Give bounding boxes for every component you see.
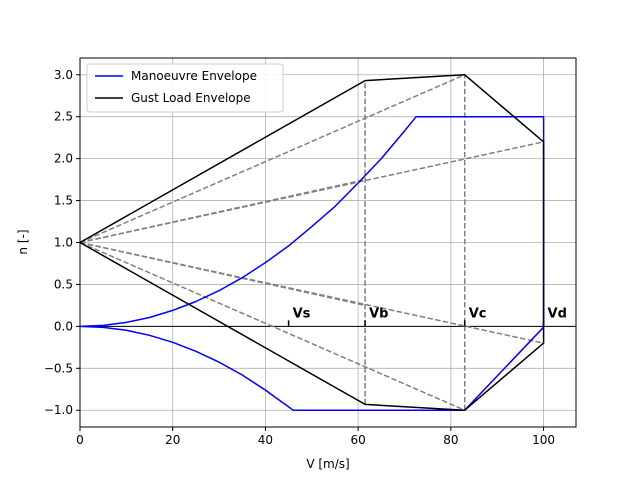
y-tick-label: 0.5 <box>54 277 73 291</box>
legend-manoeuvre-label: Manoeuvre Envelope <box>131 69 257 83</box>
gust-line <box>79 241 466 411</box>
gust-line <box>79 241 366 307</box>
y-tick-label: 3.0 <box>54 68 73 82</box>
gust-line <box>79 74 466 244</box>
y-tick-label: 1.5 <box>54 194 73 208</box>
gust-envelope-line <box>79 74 545 411</box>
y-tick-label: 1.0 <box>54 236 73 250</box>
x-tick-label: 100 <box>532 433 555 447</box>
manoeuvre-envelope-line <box>79 115 545 411</box>
x-tick-label: 0 <box>76 433 84 447</box>
speed-marker-label: Vc <box>469 306 487 321</box>
y-tick-label: 2.5 <box>54 110 73 124</box>
x-tick-label: 60 <box>350 433 365 447</box>
y-tick-label: −0.5 <box>44 361 73 375</box>
y-tick-label: 2.0 <box>54 152 73 166</box>
y-tick-label: 0.0 <box>54 319 73 333</box>
speed-marker-label: Vd <box>548 306 567 321</box>
y-axis-ticks: −1.0 −0.5 0.0 0.5 1.0 1.5 2.0 2.5 3.0 <box>44 68 80 417</box>
x-axis-label: V [m/s] <box>306 457 349 471</box>
legend-gust-label: Gust Load Envelope <box>131 91 251 105</box>
gust-line <box>79 141 544 244</box>
x-tick-label: 80 <box>443 433 458 447</box>
y-axis-label: n [-] <box>16 229 30 254</box>
x-tick-label: 40 <box>258 433 273 447</box>
x-tick-label: 20 <box>165 433 180 447</box>
legend-box <box>86 63 284 113</box>
x-axis-ticks: 0 20 40 60 80 100 <box>76 427 555 447</box>
plot-area <box>79 74 576 411</box>
speed-markers: Vs Vb Vc Vd <box>287 306 567 327</box>
speed-marker-label: Vb <box>369 306 388 321</box>
speed-marker-label: Vs <box>293 306 311 321</box>
legend: Manoeuvre Envelope Gust Load Envelope <box>86 63 284 113</box>
y-tick-label: −1.0 <box>44 403 73 417</box>
